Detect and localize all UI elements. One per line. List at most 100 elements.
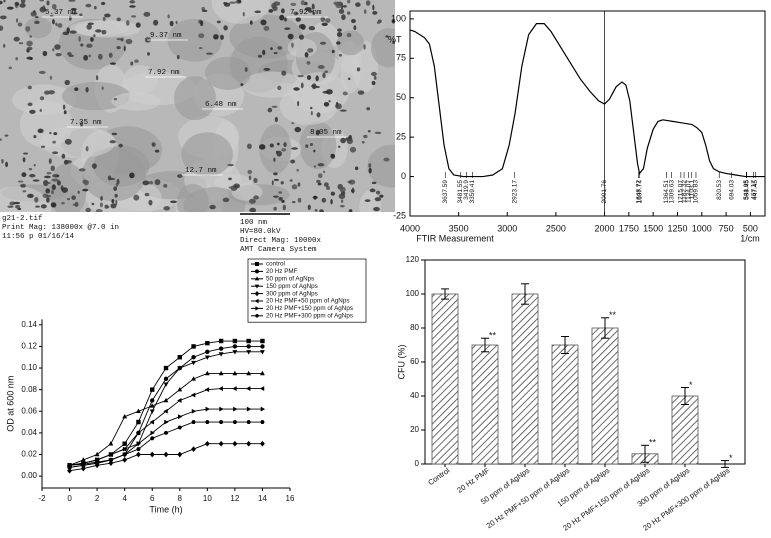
marker xyxy=(205,406,210,412)
legend-label: 20 Hz PMF+150 ppm of AgNps xyxy=(266,305,353,312)
particle xyxy=(322,90,330,94)
particle xyxy=(373,206,380,212)
particle xyxy=(323,182,329,187)
peak-label: 2001.76 xyxy=(601,180,608,204)
particle xyxy=(115,199,118,206)
x-tick-label: 1000 xyxy=(692,223,712,233)
particle xyxy=(297,182,301,187)
particle xyxy=(326,185,330,190)
texture-patch xyxy=(336,30,365,56)
marker xyxy=(149,403,155,408)
x-tick-label: 750 xyxy=(719,223,734,233)
particle xyxy=(206,52,213,55)
significance-mark: ** xyxy=(609,310,617,320)
series-line xyxy=(69,372,263,466)
particle xyxy=(370,71,377,77)
particle xyxy=(40,204,47,209)
particle xyxy=(349,146,357,153)
particle xyxy=(331,49,335,54)
particle xyxy=(49,131,52,135)
marker xyxy=(164,419,169,425)
particle xyxy=(273,206,277,211)
marker xyxy=(177,387,183,392)
y-tick-label: 0.06 xyxy=(21,406,37,415)
particle xyxy=(313,165,317,168)
particle xyxy=(21,172,27,178)
particle xyxy=(339,109,347,112)
marker xyxy=(108,441,114,446)
particle xyxy=(337,28,342,32)
marker xyxy=(246,420,251,424)
texture-patch xyxy=(181,132,233,177)
particle xyxy=(363,44,366,50)
particle xyxy=(357,90,365,95)
particle xyxy=(364,199,371,203)
y-tick-label: 0.10 xyxy=(21,363,37,372)
particle xyxy=(313,149,316,153)
particle xyxy=(6,6,14,10)
particle xyxy=(348,77,351,81)
marker xyxy=(163,365,169,371)
particle xyxy=(78,35,81,42)
particle xyxy=(27,193,34,198)
particle xyxy=(260,19,267,26)
marker xyxy=(177,451,183,458)
particle xyxy=(363,134,368,139)
marker xyxy=(94,460,100,464)
legend-label: 20 Hz PMF+50 ppm of AgNps xyxy=(266,298,349,305)
significance-mark: ** xyxy=(489,331,497,341)
texture-patch xyxy=(367,144,395,188)
marker xyxy=(122,457,128,463)
particle xyxy=(341,14,346,21)
particle xyxy=(50,165,56,172)
particle xyxy=(61,153,66,159)
particle xyxy=(85,145,89,152)
particle xyxy=(82,179,87,184)
particle xyxy=(102,16,106,22)
particle xyxy=(253,195,259,200)
particle xyxy=(56,180,61,186)
peak-label: 467.17 xyxy=(750,180,757,200)
particle xyxy=(154,149,160,153)
y-tick-label: 50 xyxy=(396,92,406,102)
particle xyxy=(346,138,353,145)
marker xyxy=(246,350,252,355)
particle xyxy=(8,66,12,70)
marker xyxy=(122,446,128,452)
particle xyxy=(347,180,352,183)
marker xyxy=(149,451,155,458)
particle xyxy=(290,2,297,6)
particle xyxy=(335,103,342,110)
particle xyxy=(151,142,156,147)
x-tick-label: 6 xyxy=(150,494,155,503)
particle xyxy=(223,2,231,7)
particle xyxy=(46,195,51,198)
x-tick-label: 3000 xyxy=(497,223,517,233)
particle xyxy=(297,74,304,78)
particle xyxy=(328,99,331,103)
marker xyxy=(260,344,265,349)
particle xyxy=(93,6,97,10)
particle xyxy=(111,132,118,136)
particle xyxy=(15,57,19,61)
particle xyxy=(273,195,279,198)
particle xyxy=(280,181,284,185)
marker xyxy=(205,340,210,346)
particle xyxy=(4,134,9,137)
particle xyxy=(29,35,33,38)
particle xyxy=(305,144,309,148)
particle xyxy=(163,184,168,188)
particle xyxy=(348,209,353,212)
x-tick-label: 3500 xyxy=(449,223,469,233)
particle xyxy=(268,9,274,13)
y-tick-label: 0 xyxy=(401,171,406,181)
growth-chart: 0.00 0.02 0.04 0.06 0.08 0.10 0.12 0.14 -2 0 2 4 6 8 1… xyxy=(5,258,367,514)
particle xyxy=(38,70,46,74)
particle xyxy=(284,27,291,31)
particle xyxy=(321,197,327,203)
particle xyxy=(167,14,170,19)
particle xyxy=(271,180,274,186)
marker xyxy=(136,408,141,414)
particle xyxy=(281,199,285,204)
x-tick-label: -2 xyxy=(38,494,46,503)
